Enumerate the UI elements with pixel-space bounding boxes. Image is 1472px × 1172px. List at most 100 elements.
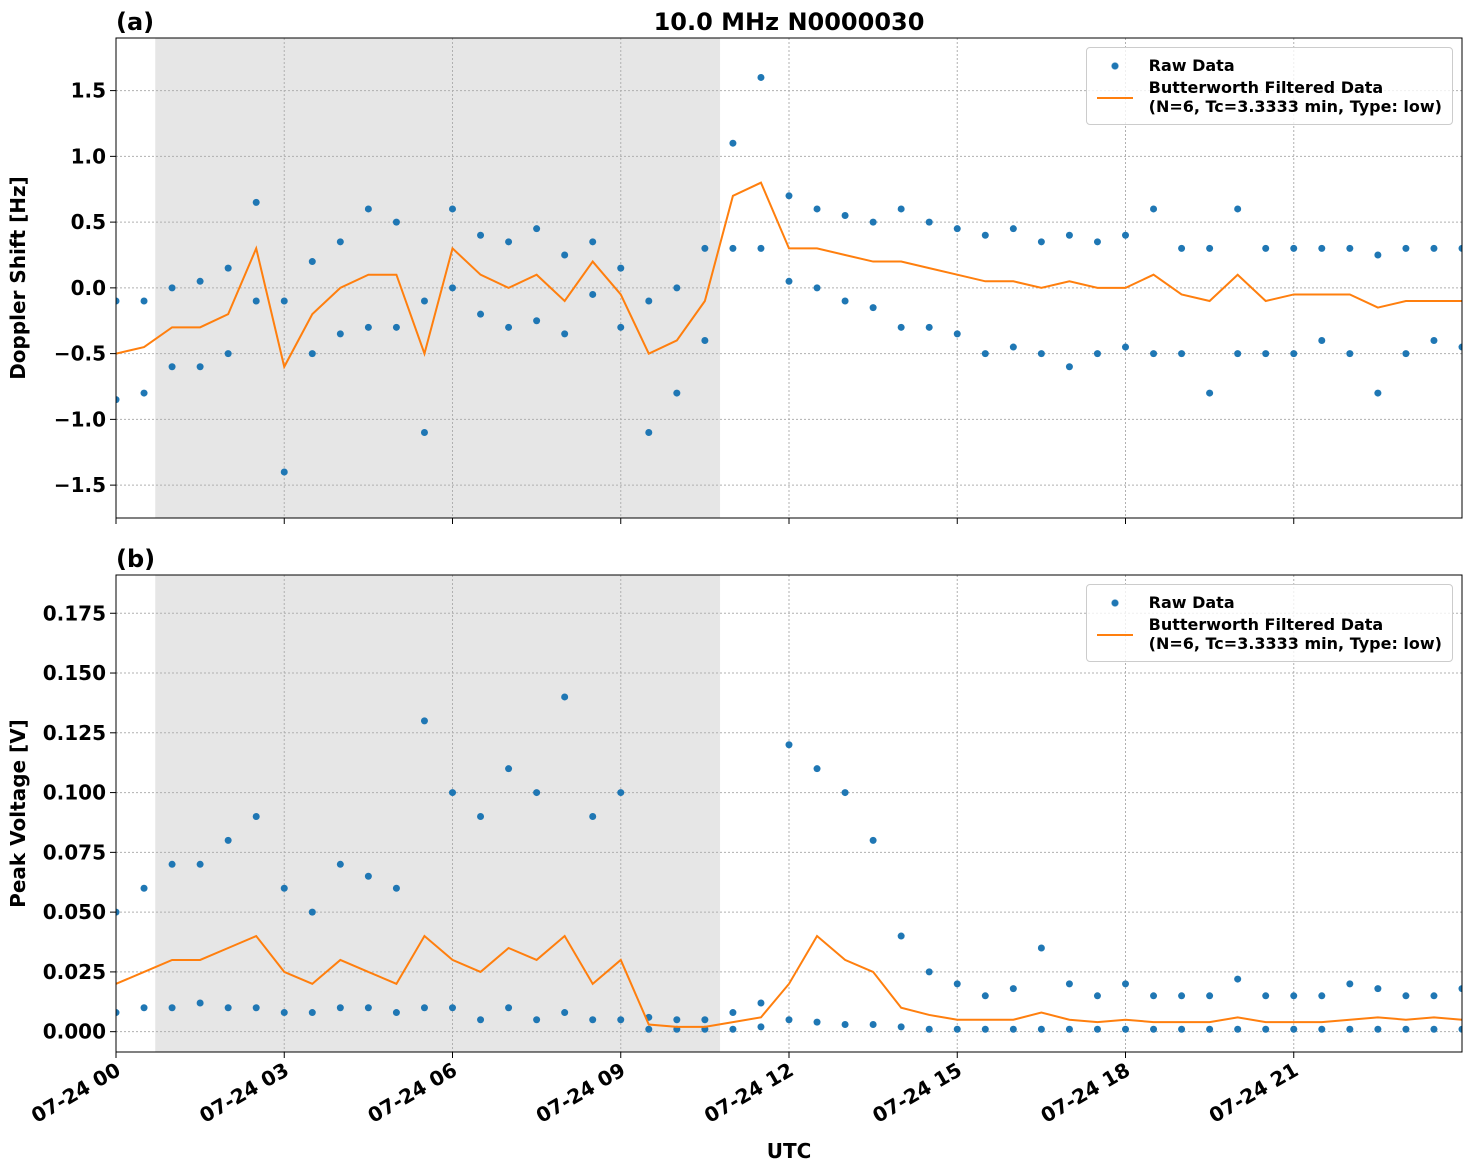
raw-point bbox=[1402, 244, 1410, 252]
raw-point bbox=[280, 297, 288, 305]
raw-point bbox=[869, 836, 877, 844]
plot-area bbox=[116, 73, 1462, 476]
raw-point bbox=[785, 741, 793, 749]
x-tick-label: 07-24 00 bbox=[27, 1058, 125, 1128]
raw-point bbox=[1065, 363, 1073, 371]
y-tick-label: −0.5 bbox=[54, 342, 106, 366]
raw-point bbox=[420, 297, 428, 305]
plot-area bbox=[116, 693, 1462, 1033]
raw-point bbox=[224, 1004, 232, 1012]
raw-point bbox=[869, 218, 877, 226]
raw-point bbox=[168, 363, 176, 371]
raw-point bbox=[813, 205, 821, 213]
x-tick-label: 07-24 06 bbox=[363, 1058, 461, 1128]
raw-point bbox=[449, 284, 456, 292]
raw-point bbox=[449, 205, 456, 213]
raw-point bbox=[1374, 251, 1382, 259]
raw-point bbox=[336, 860, 344, 868]
raw-point bbox=[1065, 1025, 1073, 1033]
y-tick-label: 0.125 bbox=[43, 721, 106, 745]
raw-point bbox=[1318, 992, 1326, 1000]
raw-point bbox=[392, 884, 400, 892]
raw-point bbox=[757, 1023, 765, 1031]
raw-point bbox=[757, 73, 765, 81]
raw-point bbox=[477, 310, 485, 318]
raw-point bbox=[645, 1025, 653, 1033]
raw-point bbox=[561, 1009, 569, 1017]
raw-point bbox=[1093, 992, 1101, 1000]
raw-point bbox=[897, 205, 905, 213]
raw-point bbox=[1234, 205, 1242, 213]
y-tick-label: 0.075 bbox=[43, 840, 106, 864]
raw-point bbox=[196, 999, 204, 1007]
x-tick-label: 07-24 21 bbox=[1205, 1058, 1303, 1128]
legend-key bbox=[1096, 593, 1133, 613]
raw-point bbox=[1234, 975, 1242, 983]
raw-point bbox=[1318, 336, 1326, 344]
raw-point bbox=[1206, 992, 1214, 1000]
raw-point bbox=[897, 932, 905, 940]
raw-point bbox=[1178, 1025, 1186, 1033]
raw-point bbox=[1150, 205, 1158, 213]
legend-key bbox=[1096, 625, 1133, 645]
raw-point bbox=[785, 1016, 793, 1024]
raw-point bbox=[1290, 1025, 1298, 1033]
raw-point bbox=[449, 789, 456, 797]
raw-point bbox=[116, 908, 120, 916]
raw-point bbox=[757, 244, 765, 252]
raw-point bbox=[392, 323, 400, 331]
y-tick-label: 0.025 bbox=[43, 960, 106, 984]
raw-point bbox=[1430, 1025, 1438, 1033]
y-tick-label: 0.0 bbox=[71, 276, 106, 300]
y-tick-label: −1.5 bbox=[54, 473, 106, 497]
raw-point bbox=[1037, 1025, 1045, 1033]
raw-point bbox=[1402, 1025, 1410, 1033]
raw-point bbox=[925, 323, 933, 331]
raw-point bbox=[308, 258, 316, 266]
raw-point bbox=[196, 277, 204, 285]
raw-point bbox=[617, 323, 625, 331]
raw-point bbox=[140, 297, 148, 305]
raw-point bbox=[364, 323, 372, 331]
filtered-line bbox=[116, 934, 1462, 1028]
raw-point bbox=[981, 992, 989, 1000]
raw-point bbox=[505, 1004, 513, 1012]
raw-point bbox=[1346, 244, 1354, 252]
axes-frame bbox=[115, 574, 1463, 1053]
raw-point bbox=[561, 251, 569, 259]
raw-point bbox=[477, 1016, 485, 1024]
raw-point bbox=[785, 192, 793, 200]
raw-point bbox=[757, 999, 765, 1007]
raw-point bbox=[645, 429, 653, 437]
raw-point bbox=[168, 860, 176, 868]
raw-point bbox=[224, 836, 232, 844]
raw-point bbox=[1262, 350, 1270, 358]
raw-point bbox=[841, 1021, 849, 1029]
raw-point bbox=[813, 284, 821, 292]
raw-point bbox=[841, 212, 849, 220]
panel-label: (b) bbox=[116, 545, 155, 573]
raw-point bbox=[1430, 336, 1438, 344]
raw-point bbox=[477, 231, 485, 239]
raw-point bbox=[1150, 1025, 1158, 1033]
raw-point bbox=[1290, 992, 1298, 1000]
raw-point bbox=[505, 765, 513, 773]
raw-point bbox=[617, 1016, 625, 1024]
raw-point bbox=[673, 284, 681, 292]
raw-point bbox=[1150, 992, 1158, 1000]
raw-point bbox=[364, 1004, 372, 1012]
raw-point bbox=[729, 244, 737, 252]
raw-point bbox=[168, 1004, 176, 1012]
raw-point bbox=[533, 225, 541, 233]
raw-point bbox=[308, 1009, 316, 1017]
raw-point bbox=[116, 396, 120, 404]
shaded-region bbox=[155, 38, 721, 518]
raw-point bbox=[1065, 231, 1073, 239]
shaded-region bbox=[155, 575, 721, 1052]
raw-point bbox=[1037, 944, 1045, 952]
raw-point bbox=[617, 264, 625, 272]
raw-point bbox=[981, 1025, 989, 1033]
raw-point bbox=[701, 336, 709, 344]
raw-point bbox=[1009, 985, 1017, 993]
raw-point bbox=[1458, 1025, 1462, 1033]
